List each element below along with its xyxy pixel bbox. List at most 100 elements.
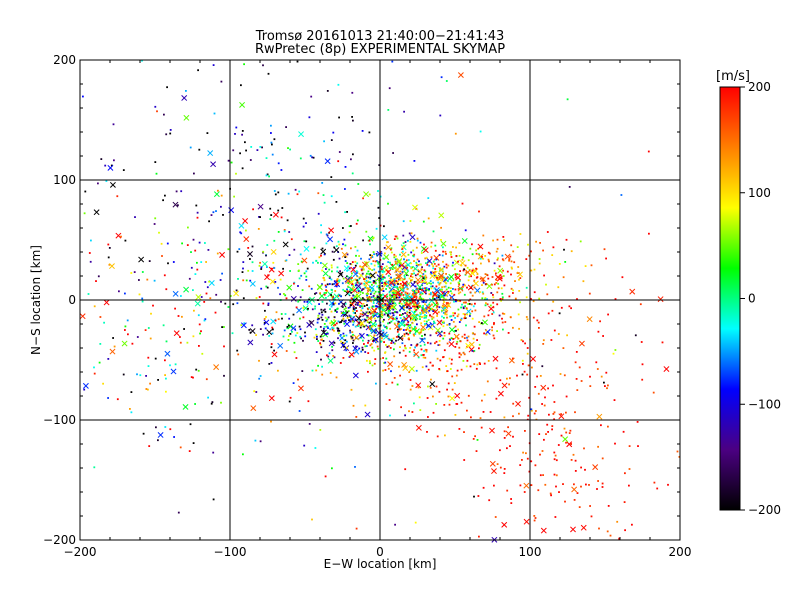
scatter-point [445,273,447,275]
scatter-point [362,197,364,200]
scatter-point [398,365,400,368]
scatter-point [416,263,418,266]
scatter-point-cross [302,305,309,312]
scatter-point [429,307,432,310]
scatter-point [519,464,522,466]
scatter-point [557,333,560,335]
scatter-point [192,335,195,338]
scatter-point [550,339,553,341]
scatter-point [298,325,301,328]
scatter-point [356,279,358,282]
scatter-point [402,234,405,237]
scatter-point [436,435,439,438]
scatter-point [338,257,341,260]
scatter-point [345,349,348,352]
scatter-point [420,330,423,333]
scatter-point [376,305,379,308]
scatter-point [341,319,343,322]
scatter-point [374,297,376,299]
scatter-point-cross [350,266,357,273]
scatter-point [407,239,409,242]
scatter-point [566,334,568,337]
scatter-point [350,291,352,294]
scatter-point [424,257,427,260]
scatter-point [414,521,417,524]
scatter-point [399,314,401,316]
scatter-point [360,257,362,260]
scatter-point [338,116,340,119]
scatter-point-cross [523,518,530,525]
scatter-point [614,298,617,300]
scatter-point [189,423,192,426]
scatter-point [628,468,631,470]
scatter-point [436,315,438,317]
scatter-point [457,288,460,290]
scatter-point [372,302,375,304]
scatter-point [419,293,422,296]
scatter-point [327,327,329,329]
scatter-point [435,302,438,305]
scatter-point [130,272,133,274]
scatter-point [371,364,374,367]
scatter-point [429,314,431,317]
scatter-point [425,365,428,368]
scatter-point [395,311,398,313]
scatter-point [546,231,549,233]
scatter-point [370,325,373,328]
scatter-point [368,258,371,261]
scatter-point [352,308,355,310]
scatter-point [370,343,373,345]
scatter-point [474,435,476,438]
scatter-point [474,309,477,312]
scatter-point-cross [432,308,439,315]
scatter-point [439,288,442,291]
scatter-point [562,483,564,485]
scatter-point [424,356,427,359]
scatter-point [435,300,438,303]
scatter-point [321,247,324,250]
scatter-point [315,292,318,294]
scatter-point [387,274,390,277]
scatter-point [389,267,392,270]
scatter-point [558,312,561,315]
scatter-point [460,264,463,267]
scatter-point [197,69,199,72]
scatter-point [404,468,407,471]
scatter-point-cross [282,241,289,248]
scatter-point [422,273,425,275]
scatter-point [387,261,390,263]
scatter-point [606,530,609,533]
scatter-point [160,242,163,245]
scatter-point [272,261,275,264]
scatter-point [367,270,370,273]
scatter-point [362,267,365,269]
scatter-point [460,401,463,404]
scatter-point [194,273,197,275]
scatter-point [417,307,419,309]
scatter-point [647,150,650,153]
scatter-point [424,270,427,273]
scatter-point [342,317,345,320]
scatter-point [496,247,499,250]
scatter-point [334,302,337,305]
scatter-point [344,244,347,247]
scatter-point [508,295,511,298]
scatter-point [410,275,412,278]
scatter-point-cross [402,296,409,303]
scatter-point [422,329,425,331]
scatter-point [210,214,213,216]
scatter-point [427,197,430,199]
scatter-point [512,326,514,329]
scatter-point [293,248,296,251]
scatter-point [405,323,408,326]
scatter-point [365,279,368,282]
scatter-point [354,246,357,248]
scatter-point [325,268,327,270]
scatter-point [481,399,483,402]
scatter-point [548,413,550,416]
scatter-point [432,395,434,398]
scatter-point [597,480,599,482]
scatter-point [401,270,404,273]
scatter-point [323,201,326,204]
scatter-point [235,172,237,175]
